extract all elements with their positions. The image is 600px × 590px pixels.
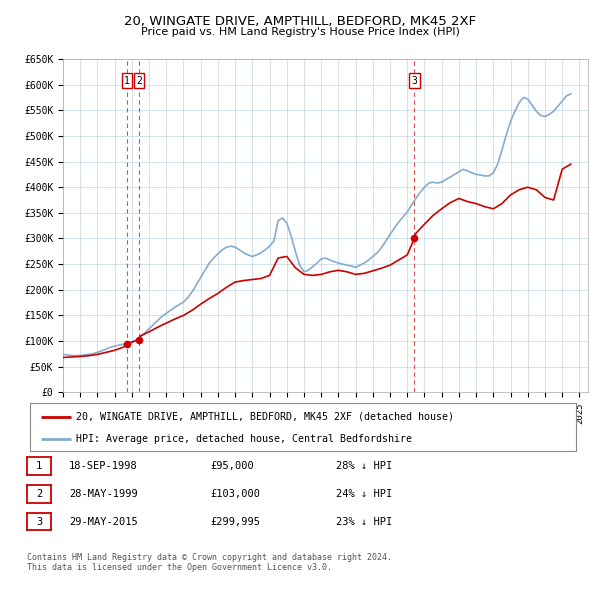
Text: 28% ↓ HPI: 28% ↓ HPI [336,461,392,471]
Text: 3: 3 [412,76,417,86]
Text: 20, WINGATE DRIVE, AMPTHILL, BEDFORD, MK45 2XF: 20, WINGATE DRIVE, AMPTHILL, BEDFORD, MK… [124,15,476,28]
Text: 28-MAY-1999: 28-MAY-1999 [69,489,138,499]
Text: 1: 1 [124,76,130,86]
Text: 2: 2 [136,76,142,86]
Text: 29-MAY-2015: 29-MAY-2015 [69,517,138,526]
Text: This data is licensed under the Open Government Licence v3.0.: This data is licensed under the Open Gov… [27,563,332,572]
Text: HPI: Average price, detached house, Central Bedfordshire: HPI: Average price, detached house, Cent… [76,434,412,444]
Text: Contains HM Land Registry data © Crown copyright and database right 2024.: Contains HM Land Registry data © Crown c… [27,553,392,562]
Text: 3: 3 [36,517,42,526]
Text: 24% ↓ HPI: 24% ↓ HPI [336,489,392,499]
Text: £95,000: £95,000 [210,461,254,471]
Text: 18-SEP-1998: 18-SEP-1998 [69,461,138,471]
Text: £103,000: £103,000 [210,489,260,499]
Text: 23% ↓ HPI: 23% ↓ HPI [336,517,392,526]
Text: £299,995: £299,995 [210,517,260,526]
Text: 1: 1 [36,461,42,471]
Text: 2: 2 [36,489,42,499]
Text: Price paid vs. HM Land Registry's House Price Index (HPI): Price paid vs. HM Land Registry's House … [140,27,460,37]
Text: 20, WINGATE DRIVE, AMPTHILL, BEDFORD, MK45 2XF (detached house): 20, WINGATE DRIVE, AMPTHILL, BEDFORD, MK… [76,411,454,421]
